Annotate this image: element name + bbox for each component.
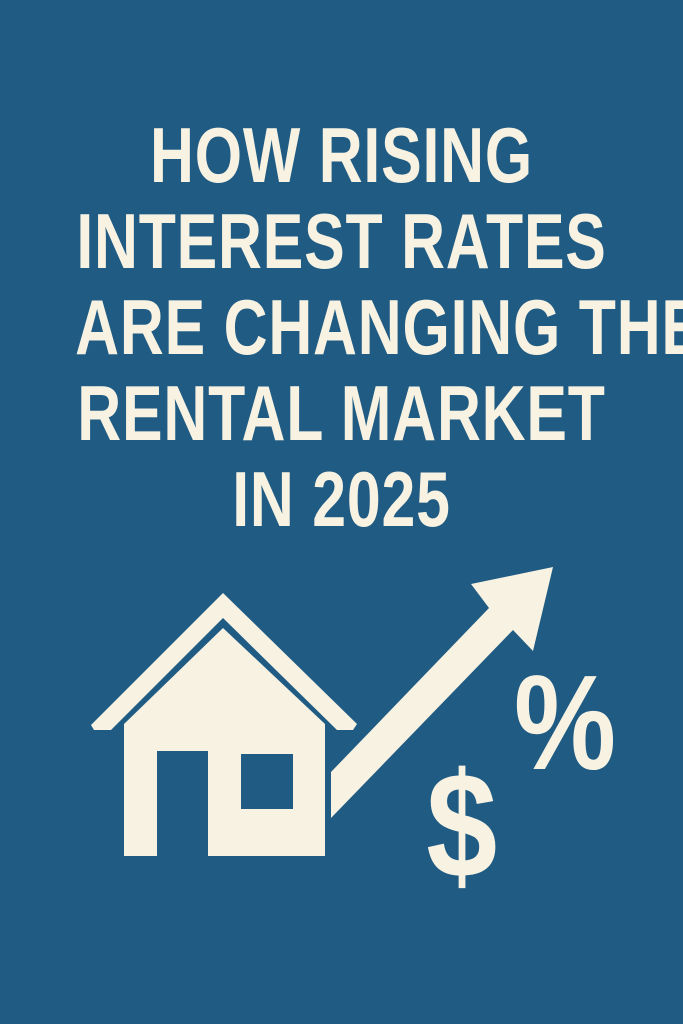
- house-icon: [91, 593, 357, 856]
- percent-sign: %: [514, 647, 617, 798]
- rising-arrow-icon: [331, 567, 553, 818]
- house-roof: [91, 593, 357, 730]
- headline-line-2: INTEREST RATES: [76, 197, 607, 285]
- headline-line-1: HOW RISING: [150, 111, 533, 199]
- headline: HOW RISING INTEREST RATES ARE CHANGING T…: [0, 112, 683, 542]
- headline-line-3: ARE CHANGING THE: [75, 283, 683, 371]
- headline-line-4: RENTAL MARKET: [77, 369, 606, 457]
- headline-line-5: IN 2025: [232, 455, 451, 543]
- dollar-sign: $: [426, 741, 498, 909]
- house-body: [124, 628, 325, 856]
